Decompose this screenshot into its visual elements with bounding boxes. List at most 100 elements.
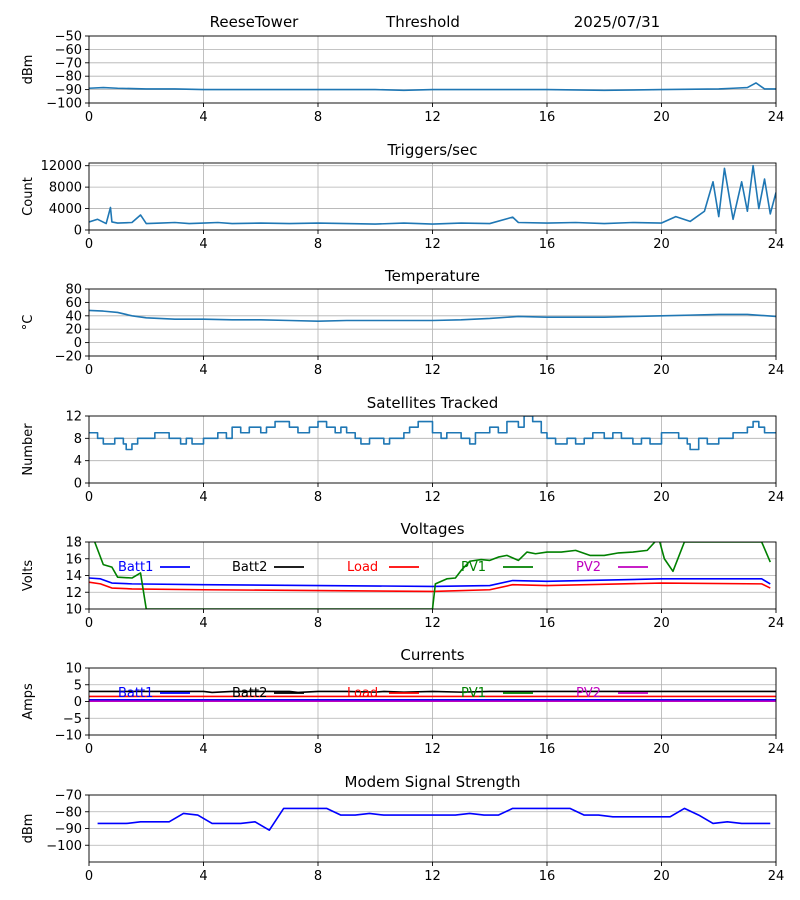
currents-ytick-label: −10 [55,729,82,744]
threshold-ytick-label: −60 [55,43,82,58]
voltages-batt1-line [89,577,771,588]
threshold-ytick-label: −90 [55,83,82,98]
satellites-ylabel: Number [21,423,36,476]
temperature-title: Temperature [384,267,480,285]
triggers-xtick-label: 12 [424,237,441,252]
currents-legend-batt2-label: Batt2 [232,686,267,701]
voltages-title: Voltages [400,520,464,538]
temperature-xtick-label: 16 [539,363,556,378]
temperature-ytick-label: 0 [74,336,82,351]
voltages-legend-pv1-label: PV1 [461,560,486,575]
satellites-xtick-label: 8 [314,490,322,505]
voltages-legend-batt1-label: Batt1 [118,560,153,575]
temperature-xtick-label: 8 [314,363,322,378]
satellites-panel: 0 4 8 12 16 20 24 0 4 8 12 Satellites Tracked Number [21,394,784,505]
modem-xtick-label: 12 [424,869,441,884]
threshold-ytick-label: −100 [46,97,82,112]
satellites-title: Satellites Tracked [367,394,498,412]
modem-ylabel: dBm [21,814,36,844]
currents-xtick-label: 0 [85,742,93,757]
currents-ylabel: Amps [21,683,36,720]
currents-legend-load-label: Load [347,686,378,701]
modem-ytick-label: −70 [55,789,82,804]
threshold-xtick-label: 24 [768,110,785,125]
threshold-ytick-label: −50 [55,30,82,45]
temperature-ytick-label: 60 [65,296,82,311]
threshold-xtick-label: 20 [653,110,670,125]
voltages-ylabel: Volts [21,560,36,592]
triggers-xtick-label: 4 [199,237,207,252]
satellites-ytick-label: 4 [74,454,82,469]
voltages-pv1-line [93,542,772,609]
triggers-ytick-label: 12000 [41,159,82,174]
triggers-xtick-label: 0 [85,237,93,252]
currents-legend-pv1-label: PV1 [461,686,486,701]
currents-ytick-label: −5 [63,712,82,727]
voltages-xtick-label: 16 [539,616,556,631]
voltages-xtick-label: 12 [424,616,441,631]
threshold-xtick-label: 4 [199,110,207,125]
modem-ytick-label: −90 [55,822,82,837]
modem-title: Modem Signal Strength [345,773,521,791]
voltages-xtick-label: 4 [199,616,207,631]
modem-xtick-label: 24 [768,869,785,884]
triggers-ylabel: Count [21,177,36,216]
voltages-ytick-label: 18 [65,536,82,551]
modem-panel: 0 4 8 12 16 20 24 −100 −90 −80−70 Modem Signal Str… [21,773,784,884]
date-label: 2025/07/31 [574,13,660,31]
voltages-load-line [89,581,771,593]
satellites-xtick-label: 12 [424,490,441,505]
voltages-xtick-label: 20 [653,616,670,631]
currents-legend-batt1-label: Batt1 [118,686,153,701]
triggers-ytick-label: 4000 [49,202,82,217]
station-name: ReeseTower [210,13,300,31]
triggers-xtick-label: 8 [314,237,322,252]
satellites-series-line [89,416,776,451]
temperature-series-line [89,309,776,322]
temperature-xtick-label: 12 [424,363,441,378]
figure-title: Threshold [385,13,460,31]
currents-xtick-label: 20 [653,742,670,757]
currents-batt2-line [89,690,776,694]
triggers-title: Triggers/sec [387,141,478,159]
triggers-ytick-label: 0 [74,224,82,239]
voltages-ytick-label: 14 [65,569,82,584]
modem-xtick-label: 4 [199,869,207,884]
modem-series-line [97,807,771,831]
temperature-xtick-label: 24 [768,363,785,378]
currents-xtick-label: 4 [199,742,207,757]
temperature-ytick-label: −20 [55,350,82,365]
voltages-legend-batt2-label: Batt2 [232,560,267,575]
temperature-xtick-label: 4 [199,363,207,378]
currents-xtick-label: 24 [768,742,785,757]
currents-xtick-label: 16 [539,742,556,757]
currents-title: Currents [400,646,464,664]
voltages-ytick-label: 10 [65,603,82,618]
satellites-xtick-label: 0 [85,490,93,505]
temperature-ylabel: °C [21,315,36,331]
satellites-xtick-label: 4 [199,490,207,505]
modem-xtick-label: 16 [539,869,556,884]
currents-ytick-label: 0 [74,695,82,710]
modem-xtick-label: 0 [85,869,93,884]
voltages-xtick-label: 8 [314,616,322,631]
voltages-legend-load-label: Load [347,560,378,575]
temperature-xtick-label: 0 [85,363,93,378]
satellites-ytick-label: 8 [74,432,82,447]
currents-xtick-label: 8 [314,742,322,757]
modem-xtick-label: 8 [314,869,322,884]
triggers-xtick-label: 16 [539,237,556,252]
voltages-ytick-label: 16 [65,552,82,567]
satellites-xtick-label: 16 [539,490,556,505]
modem-xtick-label: 20 [653,869,670,884]
threshold-series-line [89,82,776,92]
satellites-xtick-label: 24 [768,490,785,505]
voltages-legend-pv2-label: PV2 [576,560,601,575]
currents-ytick-label: 5 [74,678,82,693]
satellites-ytick-label: 12 [65,410,82,425]
voltages-xtick-label: 0 [85,616,93,631]
triggers-ytick-label: 8000 [49,181,82,196]
